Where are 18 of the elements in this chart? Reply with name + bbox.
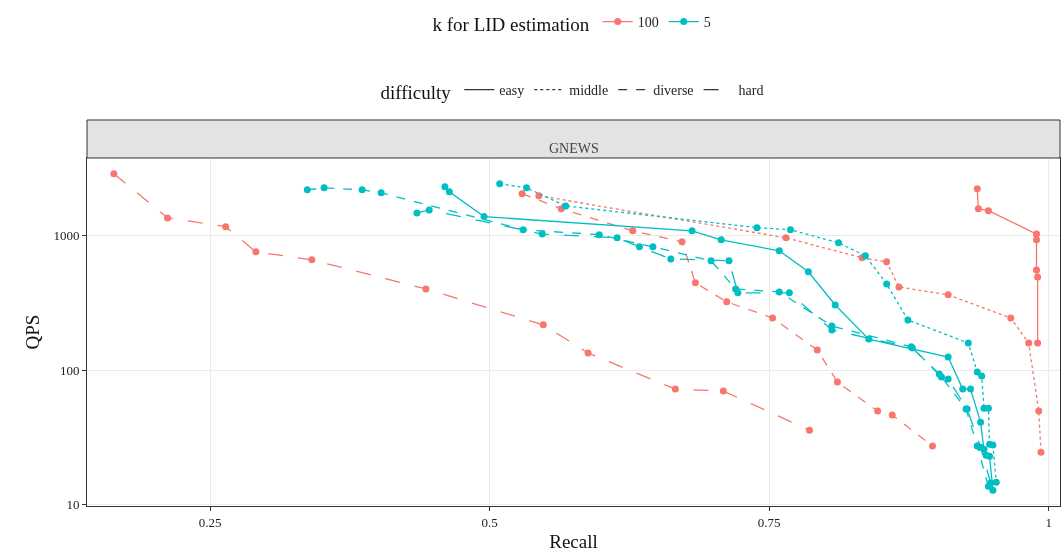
x-tick-label: 0.25 xyxy=(198,514,222,530)
text: difficulty xyxy=(380,81,451,103)
y-tick-label: 100 xyxy=(59,362,80,378)
legend-label: diverse xyxy=(653,83,694,99)
chart-subtitle: GNEWS xyxy=(549,141,599,156)
x-tick-label: 0.5 xyxy=(481,514,498,530)
legend-label: 100 xyxy=(637,15,659,31)
legend-label: hard xyxy=(738,83,764,99)
y-tick-label: 10 xyxy=(66,496,80,512)
x-tick-label: 0.75 xyxy=(757,514,781,530)
legend-label: 5 xyxy=(703,15,711,31)
text: k for LID estimation xyxy=(432,13,590,35)
legend-label: middle xyxy=(569,83,609,99)
legend-label: easy xyxy=(499,83,525,99)
x-axis-title: Recall xyxy=(549,531,598,553)
y-axis-title: QPS xyxy=(22,314,44,350)
x-tick-label: 1 xyxy=(1045,514,1053,530)
y-tick-label: 1000 xyxy=(53,228,80,244)
